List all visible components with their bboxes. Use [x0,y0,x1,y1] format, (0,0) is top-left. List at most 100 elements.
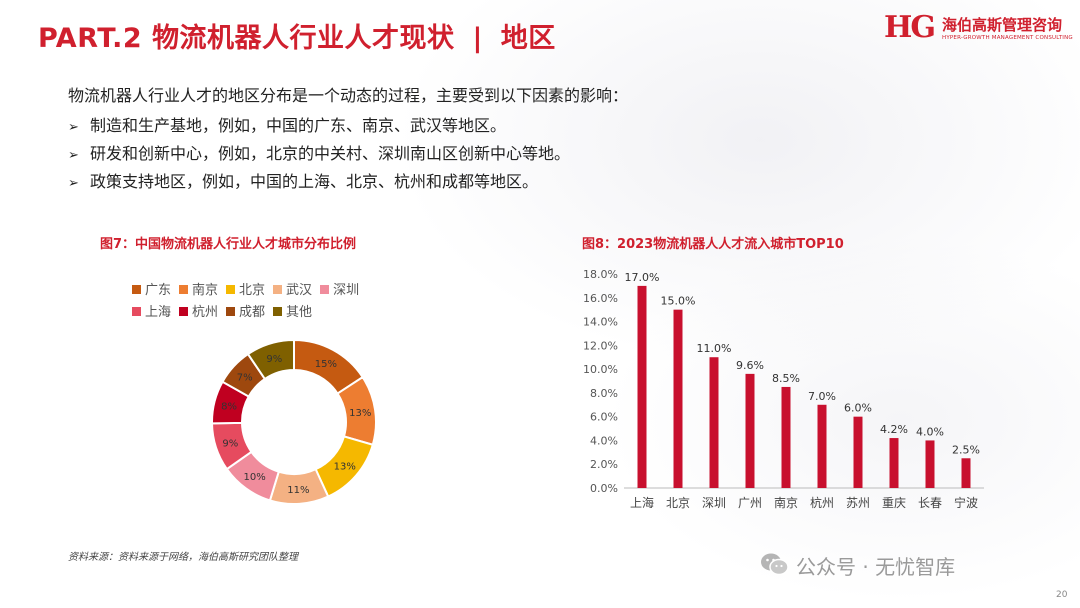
legend-label: 上海 [145,305,172,320]
donut-slice-label: 10% [244,472,266,483]
legend-label: 深圳 [333,283,360,298]
legend-label: 杭州 [192,305,219,320]
logo-mark: HG [884,10,936,45]
y-tick-label: 12.0% [583,339,618,352]
bar [745,373,755,488]
bar [817,404,827,488]
x-tick-label: 北京 [666,496,690,510]
bar-value-label: 8.5% [772,372,800,385]
title-main: 物流机器人行业人才现状 [152,23,455,54]
legend-swatch [273,285,283,294]
bar [925,440,935,488]
bar-value-label: 7.0% [808,390,836,403]
bar [853,416,863,488]
bar-value-label: 4.0% [916,425,944,438]
watermark-text: 公众号 · 无忧智库 [796,555,956,579]
x-tick-label: 南京 [774,495,798,510]
legend-swatch [226,285,236,294]
legend-item: 上海 [132,302,171,324]
legend-item: 其他 [273,302,312,324]
donut-slice-label: 9% [266,354,282,365]
logo-name: 海伯高斯管理咨询 [942,16,1063,34]
legend-item: 南京 [179,280,218,302]
y-tick-label: 2.0% [590,458,618,471]
title-separator: | [472,23,483,54]
y-tick-label: 16.0% [583,292,618,305]
source-note: 资料来源：资料来源于网络，海伯高斯研究团队整理 [68,552,298,563]
legend-swatch [273,307,283,316]
legend-item: 广东 [132,280,171,302]
title-part: PART.2 [38,23,143,54]
donut-slice [246,338,295,381]
bullet-item: ➢ 制造和生产基地，例如，中国的广东、南京、武汉等地区。 [68,112,570,140]
y-tick-label: 4.0% [590,434,618,447]
bar-chart: 0.0% 2.0% 4.0% 6.0% 8.0% 10.0% 12.0% 14.0% 16.0%… [583,268,984,510]
legend-item: 成都 [226,302,265,324]
legend-label: 南京 [192,283,219,298]
bar [961,458,971,488]
bullet-arrow-icon: ➢ [68,120,79,135]
donut-slice-label: 9% [222,439,238,450]
donut-slice-label: 13% [349,408,371,419]
bullet-text: 政策支持地区，例如，中国的上海、北京、杭州和成都等地区。 [90,172,539,191]
page-title: PART.2 物流机器人行业人才现状 | 地区 [38,16,556,55]
figure8-title: 图8：2023物流机器人人才流入城市TOP10 [582,237,844,252]
bar-value-label: 6.0% [844,402,872,415]
company-logo: HG 海伯高斯管理咨询 HYPER-GROWTH MANAGEMENT CONS… [884,10,1074,50]
donut-slice-label: 15% [315,359,337,370]
bullet-arrow-icon: ➢ [68,148,79,163]
legend-label: 武汉 [286,283,313,298]
bullet-item: ➢ 政策支持地区，例如，中国的上海、北京、杭州和成都等地区。 [68,168,570,196]
bar [781,386,791,488]
bar-value-label: 17.0% [625,271,660,284]
y-tick-label: 0.0% [590,482,618,495]
x-tick-label: 长春 [918,496,942,510]
legend-item: 北京 [226,280,265,302]
y-tick-label: 6.0% [590,411,618,424]
donut-chart: 15% 13% 13% 11% 10% 9% 8% 7% 9% [210,338,377,505]
bar-value-label: 9.6% [736,359,764,372]
legend-swatch [226,307,236,316]
legend-label: 广东 [145,283,172,298]
x-tick-label: 深圳 [702,496,726,510]
donut-slice-label: 11% [287,485,309,496]
donut-slice-label: 13% [334,462,356,473]
intro-text: 物流机器人行业人才的地区分布是一个动态的过程，主要受到以下因素的影响： [68,86,629,105]
bar-value-label: 4.2% [880,423,908,436]
bar-value-label: 2.5% [952,443,980,456]
legend-label: 北京 [239,283,266,298]
legend-label: 成都 [239,305,266,320]
bar [637,285,647,488]
legend-item: 深圳 [320,280,359,302]
bullet-item: ➢ 研发和创新中心，例如，北京的中关村、深圳南山区创新中心等地。 [68,140,570,168]
legend-item: 武汉 [273,280,312,302]
y-tick-label: 8.0% [590,387,618,400]
x-tick-label: 杭州 [810,495,834,510]
legend-swatch [132,307,141,316]
x-tick-label: 重庆 [882,496,906,510]
x-tick-label: 宁波 [954,495,978,510]
x-tick-label: 上海 [630,495,654,510]
legend-swatch [132,285,141,294]
bullet-text: 制造和生产基地，例如，中国的广东、南京、武汉等地区。 [90,116,507,135]
legend-swatch [320,285,330,294]
title-subtitle: 地区 [500,23,556,54]
bullet-text: 研发和创新中心，例如，北京的中关村、深圳南山区创新中心等地。 [90,144,571,163]
legend-item: 杭州 [179,302,218,324]
logo-tagline: HYPER-GROWTH MANAGEMENT CONSULTING [942,35,1073,41]
bar [709,357,719,488]
bar-value-label: 15.0% [661,295,696,308]
page-number: 20 [1056,590,1068,600]
x-tick-label: 苏州 [846,496,870,510]
y-tick-label: 18.0% [583,268,618,281]
bullet-list: ➢ 制造和生产基地，例如，中国的广东、南京、武汉等地区。 ➢ 研发和创新中心，例如，… [68,112,570,196]
legend-swatch [179,285,189,294]
legend-label: 其他 [286,305,313,320]
donut-slice-label: 7% [237,373,253,384]
donut-legend: 广东 南京 北京 武汉 深圳上海 杭州 成都 其他 [132,280,372,324]
bullet-arrow-icon: ➢ [68,176,79,191]
y-tick-label: 10.0% [583,363,618,376]
x-tick-label: 广州 [738,496,762,510]
y-tick-label: 14.0% [583,316,618,329]
